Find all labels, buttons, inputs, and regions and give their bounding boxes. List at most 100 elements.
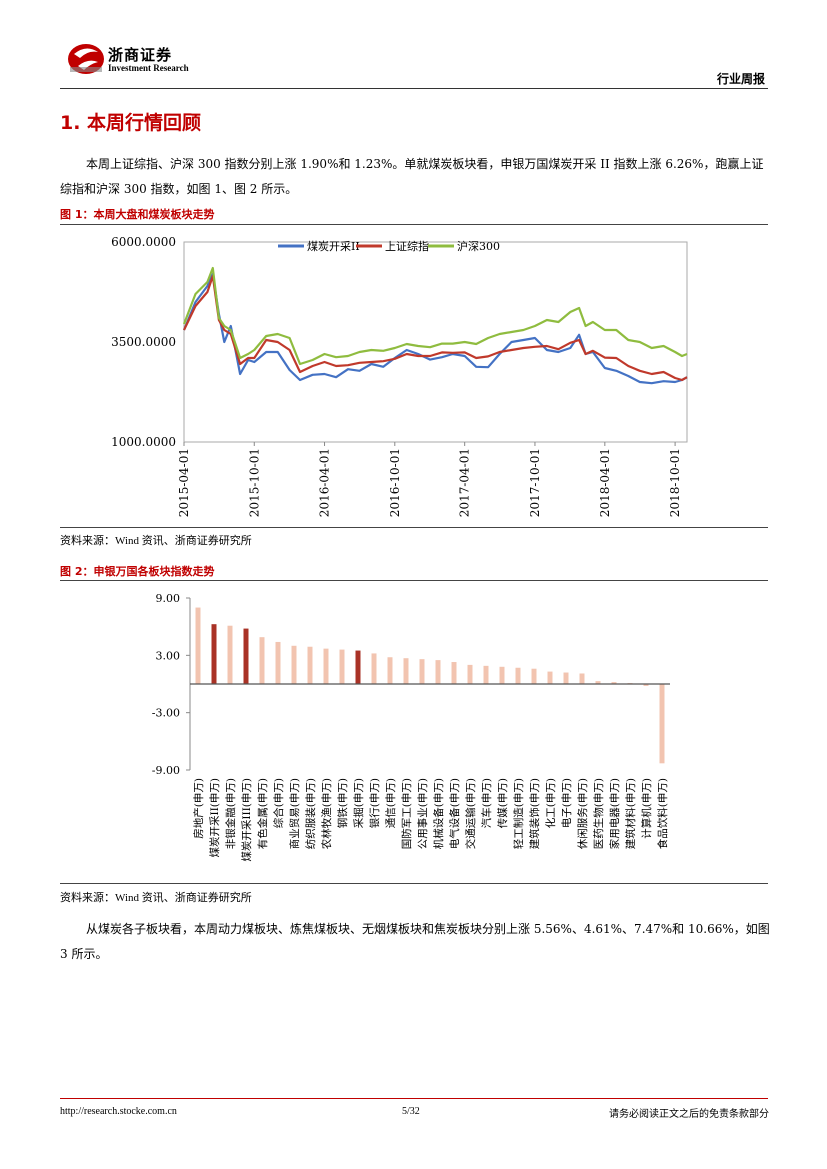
svg-text:汽车(申万): 汽车(申万) bbox=[480, 778, 493, 828]
svg-text:房地产(申万): 房地产(申万) bbox=[192, 778, 205, 839]
category-label: 采掘(申万) bbox=[352, 778, 365, 828]
svg-text:采掘(申万): 采掘(申万) bbox=[352, 778, 365, 828]
legend-label-3: 沪深300 bbox=[457, 239, 500, 253]
category-label: 煤炭开采III(申万) bbox=[240, 778, 253, 862]
category-label: 国防军工(申万) bbox=[400, 778, 413, 849]
svg-text:商业贸易(申万): 商业贸易(申万) bbox=[288, 778, 301, 849]
svg-text:食品饮料(申万): 食品饮料(申万) bbox=[656, 778, 669, 849]
y-tick-label: 1000.0000 bbox=[111, 435, 176, 449]
bar bbox=[531, 668, 537, 684]
x-tick-label: 2015-04-01 bbox=[177, 448, 191, 517]
bar bbox=[483, 665, 489, 684]
bar bbox=[435, 660, 441, 684]
category-label: 纺织服装(申万) bbox=[304, 778, 317, 849]
category-label: 房地产(申万) bbox=[192, 778, 205, 839]
y-tick-label: -3.00 bbox=[152, 707, 180, 720]
bar bbox=[307, 646, 313, 684]
bar bbox=[643, 684, 649, 686]
category-label: 农林牧渔(申万) bbox=[320, 778, 333, 849]
figure2-bar-chart: 9.00 3.00 -3.00 -9.00 房地产(申万) 煤炭开采II(申万) 非银金融(… bbox=[152, 592, 670, 862]
svg-text:医药生物(申万): 医药生物(申万) bbox=[592, 778, 605, 849]
svg-text:交通运输(申万): 交通运输(申万) bbox=[464, 778, 477, 849]
category-label: 医药生物(申万) bbox=[592, 778, 605, 849]
report-type: 行业周报 bbox=[716, 72, 765, 86]
logo-text-en: Investment Research bbox=[108, 63, 189, 73]
bar bbox=[211, 624, 217, 684]
series-line-3 bbox=[182, 266, 688, 366]
figure2-bottom-rule bbox=[60, 883, 768, 884]
svg-text:电气设备(申万): 电气设备(申万) bbox=[448, 778, 461, 849]
category-label: 煤炭开采II(申万) bbox=[208, 778, 221, 858]
bar bbox=[515, 667, 521, 684]
x-tick-label: 2016-04-01 bbox=[318, 448, 332, 517]
series-line-2 bbox=[183, 274, 688, 382]
figure1-source: 资料来源：Wind 资讯、浙商证券研究所 bbox=[60, 535, 252, 547]
svg-text:轻工制造(申万): 轻工制造(申万) bbox=[512, 778, 525, 849]
bar bbox=[259, 637, 265, 684]
bar bbox=[355, 650, 361, 684]
bar bbox=[387, 657, 393, 684]
category-label: 休闲服务(申万) bbox=[576, 778, 589, 849]
category-label: 电气设备(申万) bbox=[448, 778, 461, 849]
y-tick-label: 3500.0000 bbox=[111, 335, 176, 349]
category-label: 汽车(申万) bbox=[480, 778, 493, 828]
category-label: 电子(申万) bbox=[560, 778, 573, 828]
footer-url[interactable]: http://research.stocke.com.cn bbox=[60, 1106, 177, 1117]
paragraph-1: 本周上证综指、沪深 300 指数分别上涨 1.90%和 1.23%。单就煤炭板块… bbox=[60, 157, 764, 196]
logo-mark-icon bbox=[68, 44, 104, 74]
bar bbox=[579, 673, 585, 684]
category-label: 建筑材料(申万) bbox=[624, 778, 637, 849]
svg-text:建筑材料(申万): 建筑材料(申万) bbox=[624, 778, 637, 849]
header-divider bbox=[60, 88, 768, 89]
category-label: 有色金属(申万) bbox=[256, 778, 269, 849]
x-tick-label: 2015-10-01 bbox=[247, 448, 261, 517]
bar bbox=[275, 641, 281, 684]
bar bbox=[227, 625, 233, 684]
svg-text:农林牧渔(申万): 农林牧渔(申万) bbox=[320, 778, 333, 849]
footer-disclaimer: 请务必阅读正文之后的免责条款部分 bbox=[609, 1109, 769, 1120]
x-tick-label: 2018-04-01 bbox=[598, 448, 612, 517]
svg-text:钢铁(申万): 钢铁(申万) bbox=[336, 778, 349, 828]
svg-text:化工(申万): 化工(申万) bbox=[544, 778, 557, 828]
category-label: 食品饮料(申万) bbox=[656, 778, 669, 849]
legend-label-1: 煤炭开采II bbox=[307, 240, 360, 253]
y-tick-label: 3.00 bbox=[156, 649, 181, 662]
svg-text:综合(申万): 综合(申万) bbox=[272, 778, 285, 828]
y-tick-label: 6000.0000 bbox=[111, 235, 176, 249]
legend-label-2: 上证综指 bbox=[385, 239, 429, 253]
svg-text:通信(申万): 通信(申万) bbox=[384, 778, 397, 828]
svg-text:建筑装饰(申万): 建筑装饰(申万) bbox=[528, 778, 541, 849]
category-label: 钢铁(申万) bbox=[336, 778, 349, 828]
category-label: 传媒(申万) bbox=[496, 778, 509, 828]
svg-text:休闲服务(申万): 休闲服务(申万) bbox=[576, 778, 589, 849]
page-number: 5/32 bbox=[402, 1106, 420, 1117]
svg-text:计算机(申万): 计算机(申万) bbox=[640, 778, 653, 839]
section-title: 1. 本周行情回顾 bbox=[60, 112, 202, 134]
x-tick-label: 2017-10-01 bbox=[528, 448, 542, 517]
figure1-bottom-rule bbox=[60, 527, 768, 528]
bar bbox=[195, 607, 201, 684]
paragraph-2: 从煤炭各子板块看，本周动力煤板块、炼焦煤板块、无烟煤板块和焦炭板块分别上涨 5.… bbox=[60, 922, 770, 961]
bar bbox=[499, 666, 505, 684]
category-label: 计算机(申万) bbox=[640, 778, 653, 839]
y-tick-label: -9.00 bbox=[152, 764, 180, 777]
figure2-top-rule bbox=[60, 580, 768, 581]
svg-text:公用事业(申万): 公用事业(申万) bbox=[416, 778, 429, 849]
category-label: 化工(申万) bbox=[544, 778, 557, 828]
bar bbox=[291, 645, 297, 684]
company-logo: 浙商证券 Investment Research bbox=[66, 40, 189, 80]
category-label: 建筑装饰(申万) bbox=[528, 778, 541, 849]
category-label: 商业贸易(申万) bbox=[288, 778, 301, 849]
x-tick-label: 2017-04-01 bbox=[458, 448, 472, 517]
category-label: 交通运输(申万) bbox=[464, 778, 477, 849]
figure2-source: 资料来源：Wind 资讯、浙商证券研究所 bbox=[60, 892, 252, 904]
bar bbox=[339, 649, 345, 684]
bar bbox=[595, 681, 601, 684]
category-label: 综合(申万) bbox=[272, 778, 285, 828]
x-tick-label: 2016-10-01 bbox=[388, 448, 402, 517]
category-label: 银行(申万) bbox=[368, 778, 381, 828]
bar bbox=[547, 671, 553, 684]
bar bbox=[371, 653, 377, 684]
svg-text:电子(申万): 电子(申万) bbox=[560, 778, 573, 828]
plot-area-frame bbox=[183, 241, 688, 443]
